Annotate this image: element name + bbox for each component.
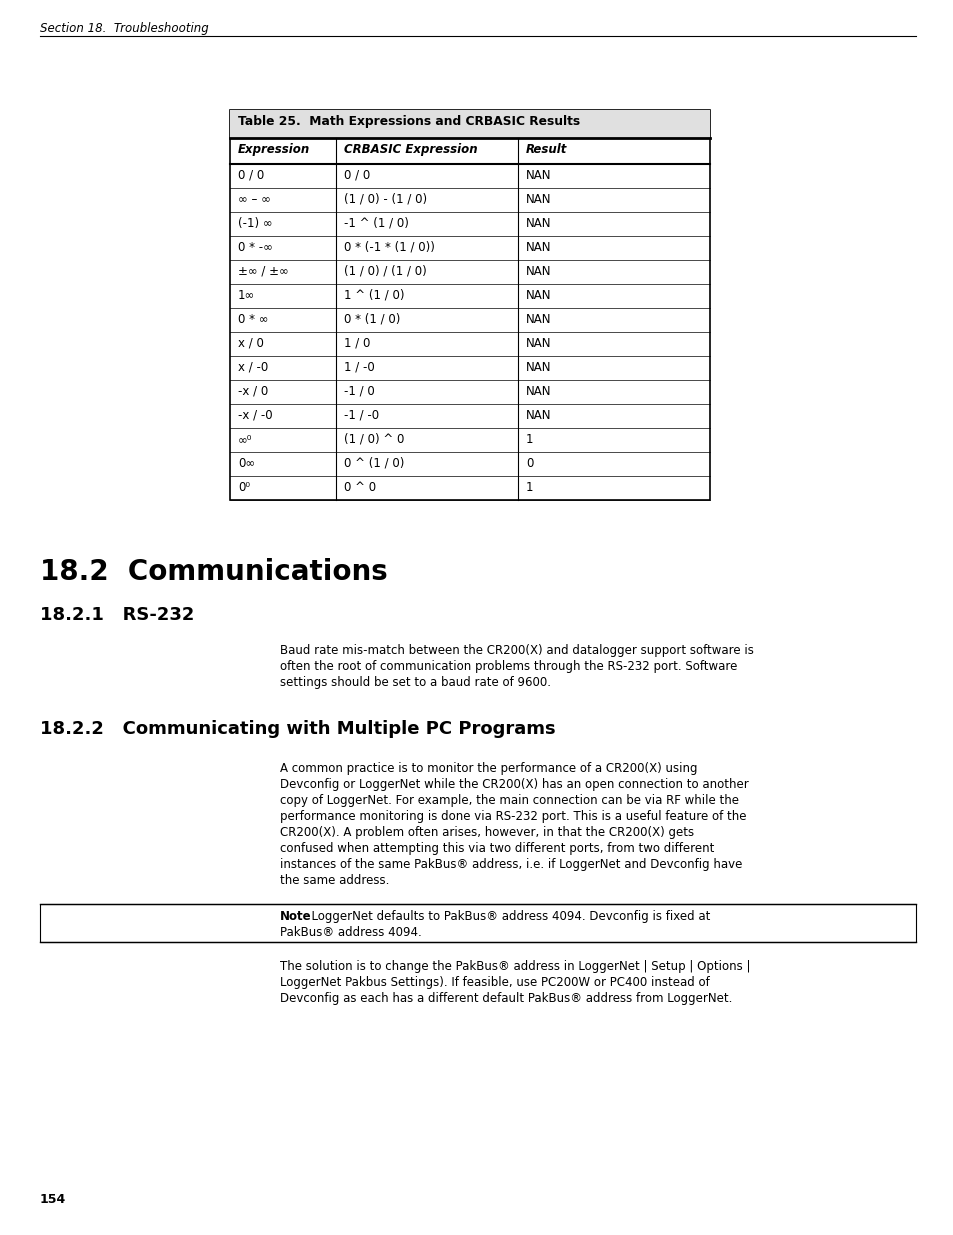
Text: NAN: NAN [525,266,551,278]
Text: -1 / 0: -1 / 0 [343,385,374,398]
Text: 0 * ∞: 0 * ∞ [237,312,268,326]
Text: -x / 0: -x / 0 [237,385,268,398]
Text: 1: 1 [525,480,533,494]
Text: (1 / 0) ^ 0: (1 / 0) ^ 0 [343,433,403,446]
Text: 1∞: 1∞ [237,289,255,303]
Text: Result: Result [525,143,567,156]
Text: A common practice is to monitor the performance of a CR200(X) using: A common practice is to monitor the perf… [280,762,697,776]
Text: 0⁰: 0⁰ [237,480,250,494]
Text: -1 / -0: -1 / -0 [343,409,378,422]
Text: ±∞ / ±∞: ±∞ / ±∞ [237,266,289,278]
Bar [40,904,915,942]
Text: x / 0: x / 0 [237,337,264,350]
Text: 154: 154 [40,1193,66,1207]
Text: Table 25.  Math Expressions and CRBASIC Results: Table 25. Math Expressions and CRBASIC R… [237,115,579,128]
Text: x / -0: x / -0 [237,361,268,374]
Text: CRBASIC Expression: CRBASIC Expression [343,143,476,156]
Text: 18.2.1   RS-232: 18.2.1 RS-232 [40,606,194,624]
Text: -x / -0: -x / -0 [237,409,273,422]
Bar [230,110,709,138]
Text: 0 / 0: 0 / 0 [237,169,264,182]
Text: performance monitoring is done via RS-232 port. This is a useful feature of the: performance monitoring is done via RS-23… [280,810,745,823]
Text: (1 / 0) - (1 / 0): (1 / 0) - (1 / 0) [343,193,426,206]
Text: NAN: NAN [525,385,551,398]
Text: NAN: NAN [525,193,551,206]
Text: 18.2  Communications: 18.2 Communications [40,558,387,585]
Text: NAN: NAN [525,312,551,326]
Text: 0 ^ (1 / 0): 0 ^ (1 / 0) [343,457,403,471]
Text: NAN: NAN [525,169,551,182]
Text: confused when attempting this via two different ports, from two different: confused when attempting this via two di… [280,842,714,855]
Text: Devconfig or LoggerNet while the CR200(X) has an open connection to another: Devconfig or LoggerNet while the CR200(X… [280,778,748,790]
Text: NAN: NAN [525,337,551,350]
Text: often the root of communication problems through the RS-232 port. Software: often the root of communication problems… [280,659,737,673]
Text: 0 * -∞: 0 * -∞ [237,241,273,254]
Text: -1 ^ (1 / 0): -1 ^ (1 / 0) [343,217,408,230]
Text: Expression: Expression [237,143,310,156]
Text: Devconfig as each has a different default PakBus® address from LoggerNet.: Devconfig as each has a different defaul… [280,992,732,1005]
Text: NAN: NAN [525,361,551,374]
Text: CR200(X). A problem often arises, however, in that the CR200(X) gets: CR200(X). A problem often arises, howeve… [280,826,694,839]
Text: 1: 1 [525,433,533,446]
Text: Section 18.  Troubleshooting: Section 18. Troubleshooting [40,22,209,35]
Text: 1 ^ (1 / 0): 1 ^ (1 / 0) [343,289,404,303]
Bar [230,110,709,500]
Text: LoggerNet defaults to PakBus® address 4094. Devconfig is fixed at: LoggerNet defaults to PakBus® address 40… [304,910,710,923]
Text: NAN: NAN [525,241,551,254]
Text: 0 / 0: 0 / 0 [343,169,370,182]
Text: 1 / -0: 1 / -0 [343,361,374,374]
Text: NAN: NAN [525,217,551,230]
Text: the same address.: the same address. [280,874,389,887]
Text: (1 / 0) / (1 / 0): (1 / 0) / (1 / 0) [343,266,426,278]
Text: ∞ – ∞: ∞ – ∞ [237,193,271,206]
Text: copy of LoggerNet. For example, the main connection can be via RF while the: copy of LoggerNet. For example, the main… [280,794,739,806]
Text: Baud rate mis-match between the CR200(X) and datalogger support software is: Baud rate mis-match between the CR200(X)… [280,643,753,657]
Text: 0: 0 [525,457,533,471]
Text: PakBus® address 4094.: PakBus® address 4094. [280,926,421,939]
Text: 0 * (-1 * (1 / 0)): 0 * (-1 * (1 / 0)) [343,241,434,254]
Text: LoggerNet Pakbus Settings). If feasible, use PC200W or PC400 instead of: LoggerNet Pakbus Settings). If feasible,… [280,976,709,989]
Text: ∞⁰: ∞⁰ [237,433,253,446]
Text: instances of the same PakBus® address, i.e. if LoggerNet and Devconfig have: instances of the same PakBus® address, i… [280,858,741,871]
Text: 0 ^ 0: 0 ^ 0 [343,480,375,494]
Text: 0∞: 0∞ [237,457,254,471]
Text: NAN: NAN [525,289,551,303]
Text: NAN: NAN [525,409,551,422]
Text: Note: Note [280,910,312,923]
Text: The solution is to change the PakBus® address in LoggerNet | Setup | Options |: The solution is to change the PakBus® ad… [280,960,750,973]
Text: (-1) ∞: (-1) ∞ [237,217,273,230]
Text: 18.2.2   Communicating with Multiple PC Programs: 18.2.2 Communicating with Multiple PC Pr… [40,720,555,739]
Text: 0 * (1 / 0): 0 * (1 / 0) [343,312,399,326]
Text: settings should be set to a baud rate of 9600.: settings should be set to a baud rate of… [280,676,551,689]
Text: 1 / 0: 1 / 0 [343,337,370,350]
